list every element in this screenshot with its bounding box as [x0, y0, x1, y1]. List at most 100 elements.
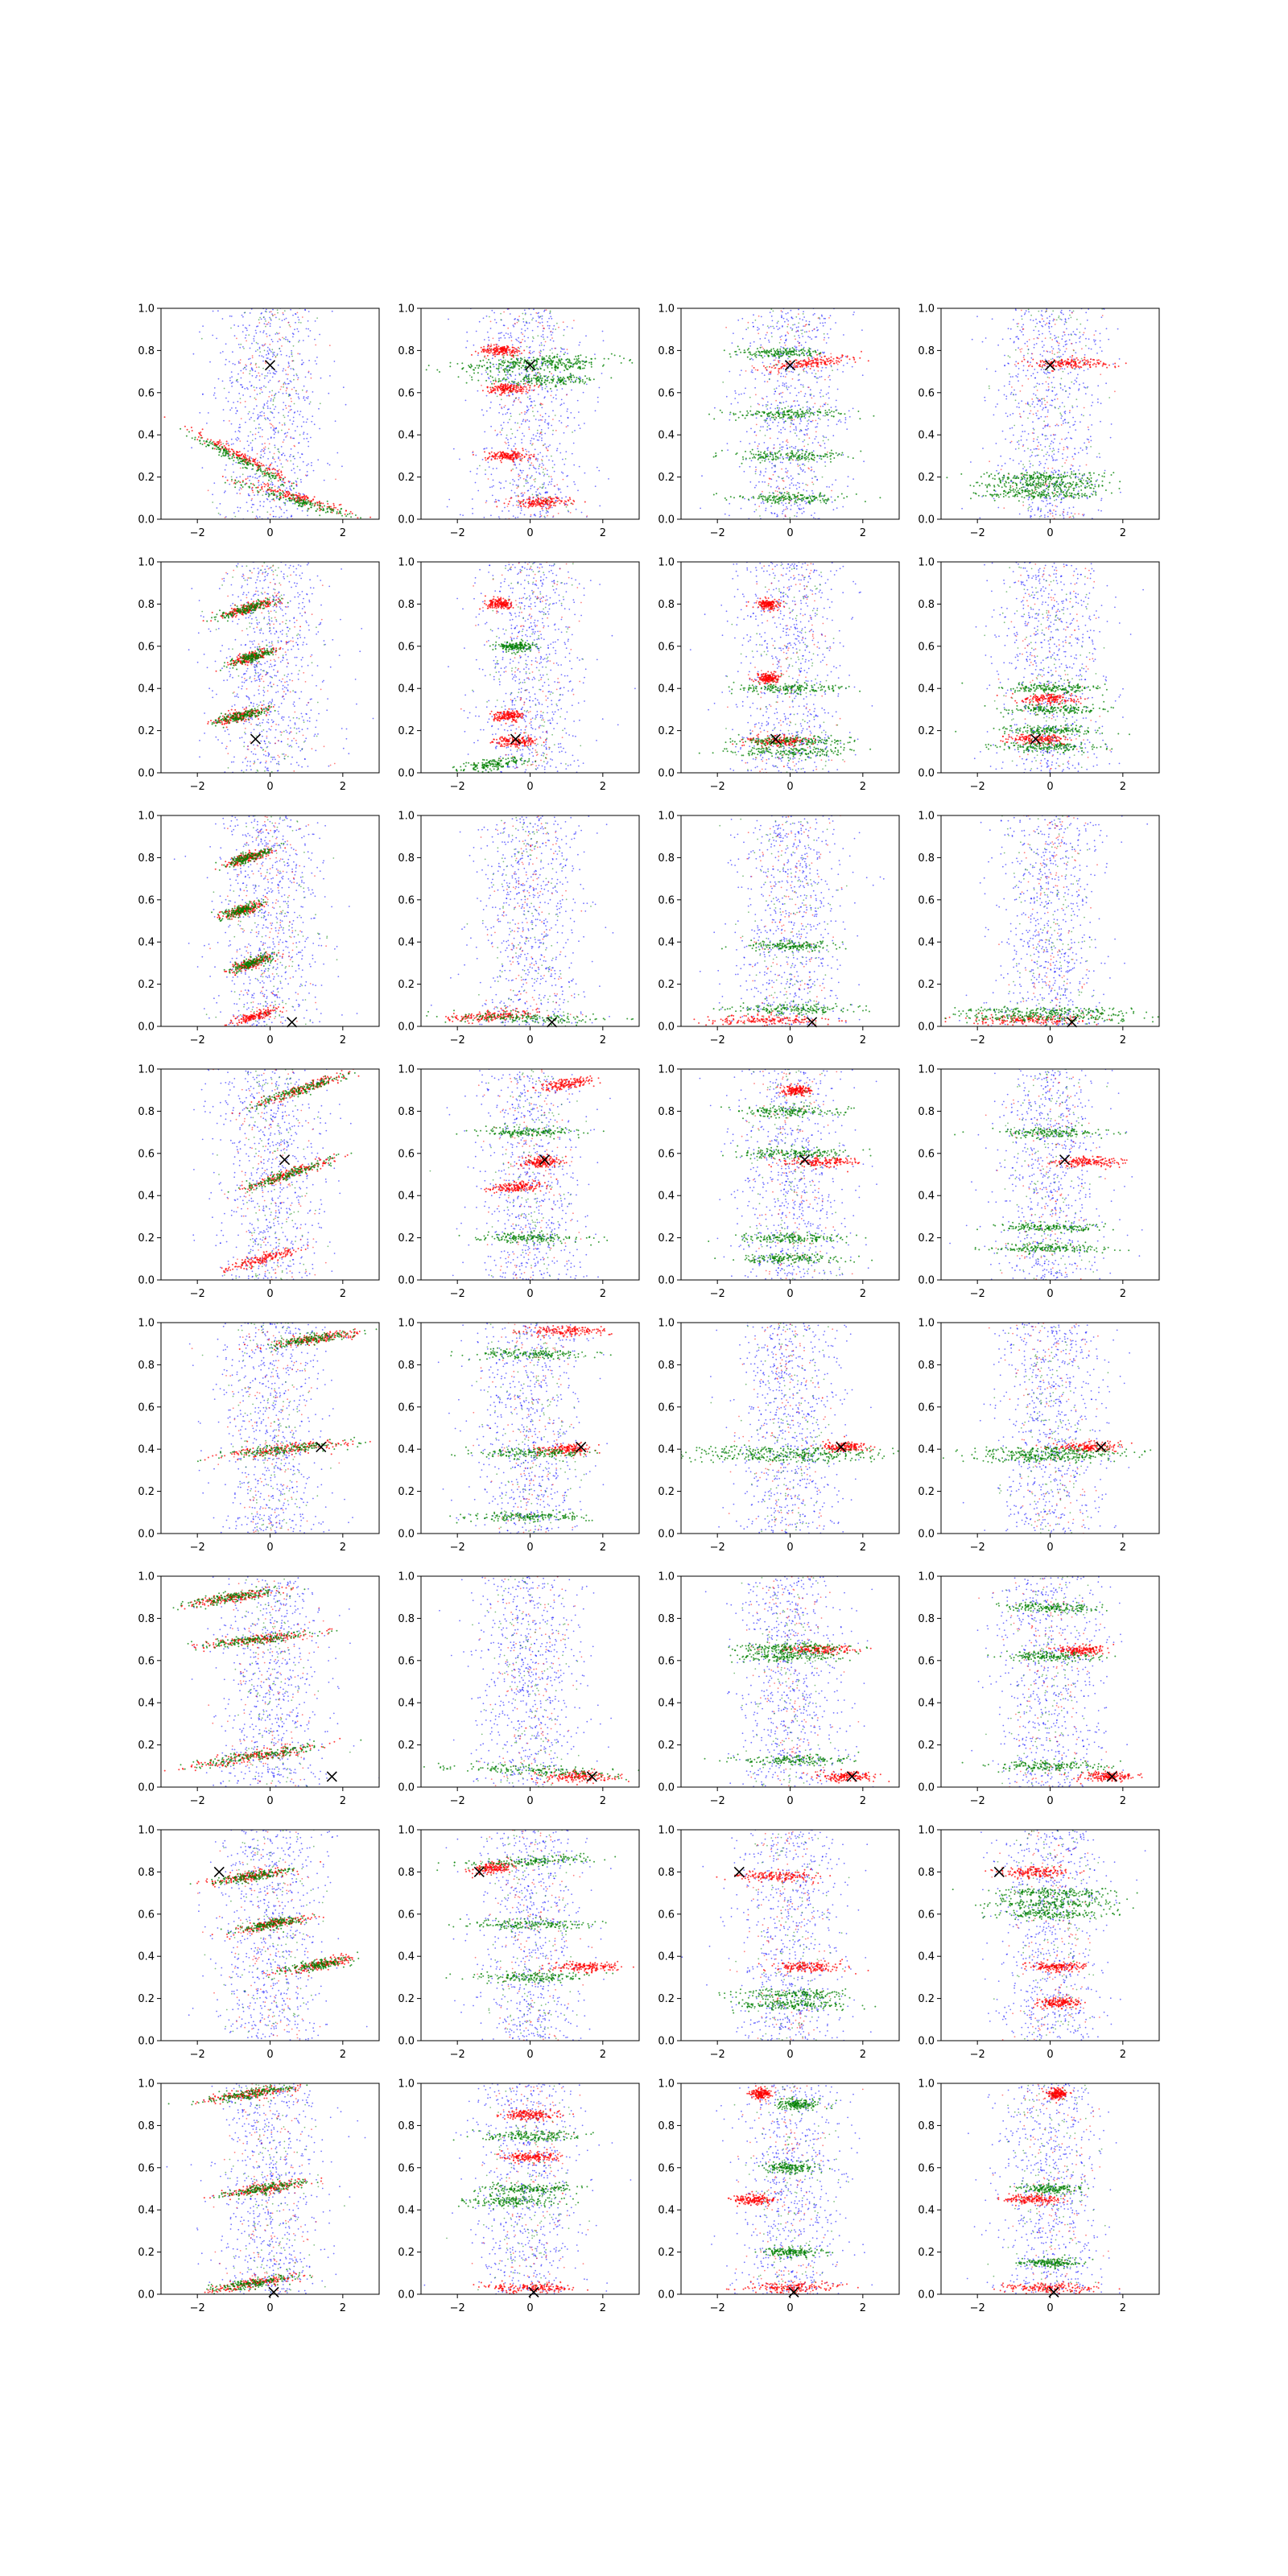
red-series-point: [326, 506, 328, 508]
blue-point: [510, 412, 512, 415]
red-series-point: [239, 359, 242, 361]
blue-point: [257, 325, 259, 327]
blue-point: [270, 398, 272, 400]
blue-point: [802, 329, 803, 331]
blue-point: [244, 336, 246, 339]
red-series-point: [488, 349, 490, 352]
green-series-point: [544, 362, 547, 365]
green-series-point: [807, 412, 809, 415]
blue-point: [785, 486, 786, 489]
red-series-point: [530, 453, 532, 456]
green-series-point: [282, 493, 284, 496]
blue-point: [729, 502, 731, 505]
blue-point: [254, 329, 257, 332]
blue-point: [306, 433, 308, 435]
red-series-point: [548, 500, 551, 502]
green-series-point: [290, 494, 292, 497]
blue-point: [295, 321, 296, 324]
green-series-point: [520, 380, 522, 382]
green-series-point: [288, 497, 291, 500]
green-series: [180, 308, 361, 519]
red-series-point: [538, 502, 540, 505]
blue-point: [789, 484, 791, 486]
blue-point: [270, 437, 272, 439]
blue-point: [782, 427, 784, 429]
red-series-point: [532, 499, 535, 502]
blue-point: [506, 376, 509, 378]
blue-point: [225, 464, 227, 466]
blue-point: [514, 480, 515, 482]
green-series-point: [238, 462, 241, 464]
blue-point: [483, 448, 485, 450]
green-series-point: [336, 511, 338, 513]
y-tick-label: 0.4: [138, 430, 155, 442]
blue-point: [753, 431, 756, 433]
green-series-point: [564, 458, 567, 460]
red-series-point: [281, 424, 283, 426]
blue-point: [239, 506, 242, 509]
blue-point: [768, 327, 770, 328]
blue-point: [804, 471, 806, 473]
blue-point: [279, 486, 280, 489]
blue-point: [556, 448, 559, 450]
blue-point: [270, 506, 272, 509]
blue-point: [786, 475, 788, 477]
blue-point: [766, 401, 769, 403]
green-series-point: [494, 378, 497, 379]
green-series-point: [226, 452, 229, 455]
blue-point: [544, 419, 547, 421]
blue-point: [288, 365, 291, 367]
green-series-point: [551, 376, 554, 378]
blue-point: [293, 468, 295, 469]
red-series-point: [811, 419, 814, 422]
blue-point: [764, 381, 766, 382]
blue-point: [213, 392, 216, 394]
green-series-point: [545, 502, 547, 503]
green-series-point: [749, 358, 751, 361]
green-series-point: [265, 473, 267, 475]
green-series-point: [244, 466, 246, 469]
blue-point: [776, 325, 778, 328]
blue-point: [538, 472, 540, 474]
green-series-point: [560, 358, 563, 361]
blue-point: [219, 514, 221, 516]
green-series-point: [477, 379, 480, 382]
blue-point: [329, 375, 331, 377]
red-series-point: [271, 469, 274, 470]
blue-point: [822, 415, 824, 417]
blue-point: [254, 473, 256, 475]
red-series-point: [245, 478, 247, 481]
blue-point: [790, 462, 791, 464]
blue-point: [725, 395, 728, 398]
green-series-point: [270, 411, 272, 413]
green-series-point: [272, 497, 275, 500]
green-series-point: [590, 363, 592, 365]
blue-point: [299, 414, 301, 415]
green-series-point: [822, 395, 824, 398]
blue-point: [539, 492, 541, 494]
blue-point: [521, 472, 523, 474]
green-series-point: [242, 473, 244, 476]
blue-point: [213, 387, 216, 389]
blue-point: [797, 463, 799, 465]
green-series-point: [556, 375, 559, 378]
blue-point: [286, 487, 287, 489]
blue-point: [745, 328, 747, 331]
blue-point: [501, 332, 502, 334]
red-series-point: [805, 362, 807, 365]
red-series-point: [798, 313, 799, 315]
red-series-point: [210, 439, 213, 441]
blue-point: [551, 332, 554, 333]
green-series-point: [239, 398, 242, 399]
blue-point: [272, 372, 275, 374]
red-series-point: [506, 351, 508, 353]
red-series-point: [521, 457, 523, 460]
blue-point: [251, 369, 254, 371]
red-series-point: [518, 398, 520, 401]
green-series-point: [787, 350, 790, 353]
red-series-point: [531, 506, 534, 508]
green-series-point: [295, 390, 297, 392]
blue-point: [808, 494, 811, 497]
blue-point: [533, 438, 535, 440]
blue-point: [287, 362, 290, 365]
